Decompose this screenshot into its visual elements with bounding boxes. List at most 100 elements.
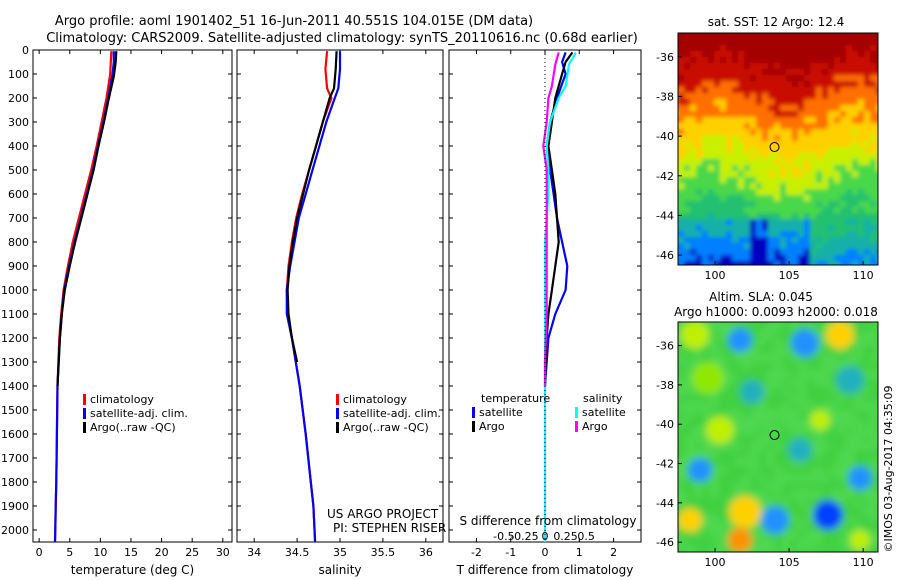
- map-cell: [702, 538, 711, 547]
- map-cell: [822, 354, 831, 363]
- map-cell: [852, 57, 859, 64]
- map-cell: [762, 117, 769, 124]
- map-cell: [786, 105, 793, 112]
- map-cell: [882, 51, 889, 58]
- map-cell: [774, 177, 781, 184]
- map-cell: [734, 442, 743, 451]
- map-cell: [830, 410, 839, 419]
- map-cell: [734, 482, 743, 491]
- map-cell: [830, 402, 839, 411]
- map-cell: [762, 243, 769, 250]
- map-cell: [870, 418, 878, 427]
- map-cell: [840, 69, 847, 76]
- map-cell: [766, 530, 775, 539]
- map-cell: [762, 39, 769, 46]
- map-cell: [694, 498, 703, 507]
- map-cell: [852, 237, 859, 244]
- map-cell: [864, 231, 871, 238]
- map-cell: [768, 207, 775, 214]
- map-cell: [858, 201, 865, 208]
- map-cell: [718, 530, 727, 539]
- map-cell: [876, 237, 878, 244]
- map-cell: [750, 322, 759, 331]
- map-cell: [718, 522, 727, 531]
- map-cell: [852, 75, 859, 82]
- map-cell: [822, 554, 831, 563]
- map-cell: [744, 237, 751, 244]
- map-cell: [804, 129, 811, 136]
- map-cell: [744, 267, 751, 274]
- map-cell: [678, 195, 685, 202]
- map-cell: [756, 75, 763, 82]
- map-cell: [822, 189, 829, 196]
- map-cell: [806, 546, 815, 552]
- map-cell: [774, 466, 783, 475]
- map-cell: [846, 39, 853, 46]
- map-cell: [768, 213, 775, 220]
- map-cell: [756, 57, 763, 64]
- map-cell: [858, 33, 865, 40]
- project-label: US ARGO PROJECT: [327, 507, 439, 521]
- map-cell: [690, 99, 697, 106]
- map-cell: [702, 506, 711, 515]
- map-cell: [750, 189, 757, 196]
- map-cell: [678, 434, 679, 443]
- map-cell: [782, 546, 791, 552]
- map-cell: [744, 165, 751, 172]
- map-cell: [876, 33, 878, 40]
- map-cell: [846, 546, 855, 552]
- map-cell: [686, 386, 695, 395]
- map-cell: [834, 45, 841, 52]
- map-cell: [816, 93, 823, 100]
- map-y-tick-label: -36: [656, 51, 674, 64]
- map-cell: [782, 370, 791, 379]
- map-cell: [690, 105, 697, 112]
- map-cell: [774, 201, 781, 208]
- map-cell: [702, 39, 709, 46]
- map-cell: [790, 506, 799, 515]
- map-cell: [882, 27, 889, 34]
- map-cell: [738, 141, 745, 148]
- map-cell: [738, 33, 745, 40]
- x2-tick-label: -0.25: [510, 530, 538, 543]
- map-cell: [838, 474, 847, 483]
- y-tick-label: 1400: [1, 380, 29, 393]
- map-cell: [756, 135, 763, 142]
- map-cell: [774, 530, 783, 539]
- map-cell: [840, 135, 847, 142]
- map-cell: [870, 261, 877, 265]
- map-cell: [756, 93, 763, 100]
- map-cell: [878, 346, 887, 355]
- y-tick-label: 900: [8, 260, 29, 273]
- map-cell: [690, 135, 697, 142]
- map-cell: [870, 442, 878, 451]
- map-cell: [828, 87, 835, 94]
- map-cell: [822, 117, 829, 124]
- map-cell: [790, 410, 799, 419]
- map-cell: [810, 135, 817, 142]
- map-cell: [774, 442, 783, 451]
- map-cell: [732, 63, 739, 70]
- map-cell: [846, 394, 855, 403]
- map-cell: [768, 177, 775, 184]
- map-cell: [806, 458, 815, 467]
- map-cell: [726, 522, 735, 531]
- map-cell: [708, 81, 715, 88]
- map-cell: [750, 147, 757, 154]
- map-cell: [870, 177, 877, 184]
- map-cell: [870, 426, 878, 435]
- map-cell: [792, 147, 799, 154]
- map-cell: [852, 171, 859, 178]
- map-cell: [708, 123, 715, 130]
- map-cell: [756, 219, 763, 226]
- map-cell: [822, 442, 831, 451]
- map-cell: [816, 189, 823, 196]
- map-cell: [690, 111, 697, 118]
- y-tick-label: 2000: [1, 524, 29, 537]
- map-cell: [858, 243, 865, 250]
- map-cell: [758, 490, 767, 499]
- map-cell: [790, 466, 799, 475]
- map-cell: [814, 330, 823, 339]
- map-cell: [696, 93, 703, 100]
- map-cell: [684, 69, 691, 76]
